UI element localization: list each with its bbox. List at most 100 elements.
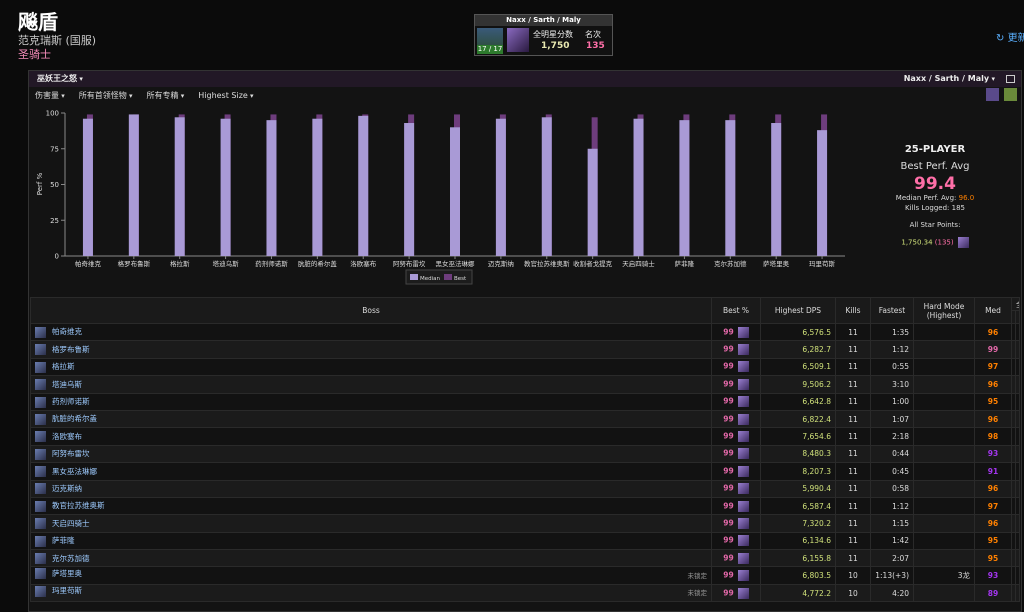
boss-name: 格拉斯 [52, 362, 75, 372]
tool-icon[interactable] [1004, 88, 1017, 101]
best-percent: 99 [723, 535, 734, 545]
boss-icon [35, 518, 46, 530]
popout-icon[interactable] [1006, 75, 1015, 83]
highest-dps: 6,822.4 [760, 409, 836, 429]
fastest: 0:44 [870, 444, 914, 464]
best-cell: 99 [711, 462, 761, 481]
median: 97 [974, 357, 1012, 377]
best-cell: 99 [711, 409, 761, 429]
x-tick-label: 收割者戈提克 [573, 259, 613, 268]
median: 96 [974, 375, 1012, 394]
spec-icon [737, 344, 749, 356]
boss-cell: 洛欧塞布 [30, 427, 712, 446]
highest-dps: 5,990.4 [760, 479, 836, 498]
best-cell: 99 [711, 322, 761, 342]
best-cell: 99 [711, 444, 761, 464]
x-tick-label: 天启四骑士 [622, 259, 655, 268]
best-percent: 99 [723, 518, 734, 528]
spec-icon [737, 500, 749, 512]
kills: 11 [835, 549, 871, 568]
hard-mode [913, 409, 975, 429]
spec-icon [737, 326, 749, 338]
all-star-rank: 2283 [1015, 375, 1020, 394]
rank: 135 [586, 41, 605, 51]
filter-select[interactable]: Highest Size [198, 91, 253, 100]
boss-icon [35, 466, 46, 478]
spec-icon [737, 552, 749, 564]
boss-icon [35, 431, 46, 443]
expansion-select[interactable]: 巫妖王之怒 [37, 74, 83, 83]
highest-dps: 6,282.7 [760, 340, 836, 359]
all-star-rank: 8145 [1015, 583, 1020, 603]
fastest: 2:07 [870, 549, 914, 568]
column-group-header: 全明星分数 [1011, 297, 1020, 311]
boss-icon [35, 585, 46, 597]
boss-cell: 肮脏的希尔盖 [30, 409, 712, 429]
kills-label: Kills Logged: [905, 204, 950, 212]
boss-cell: 格罗布鲁斯 [30, 340, 712, 359]
spec-icon [737, 483, 749, 495]
boss-cell: 玛里苟斯 未锁定 [30, 583, 712, 603]
points-label: All Star Points: [909, 221, 961, 229]
x-tick-label: 萨塔里奥 [763, 259, 790, 268]
tool-icon[interactable] [986, 88, 999, 101]
kills: 10 [835, 583, 871, 603]
boss-table: Boss Best % Highest DPS Kills Fastest Hard Mo… [30, 297, 1020, 603]
fastest: 1:42 [870, 531, 914, 551]
character-name: 飚盾 [18, 10, 58, 34]
zone-select[interactable]: Naxx / Sarth / Maly [904, 71, 995, 87]
legend-label: Best [454, 276, 467, 282]
y-axis-label: Perf % [36, 172, 44, 195]
boss-name: 天启四骑士 [52, 518, 90, 528]
x-tick-label: 玛里苟斯 [809, 259, 836, 268]
boss-cell: 帕奇维克 [30, 322, 712, 342]
hard-mode [913, 549, 975, 568]
kills: 11 [835, 479, 871, 498]
median: 93 [974, 566, 1012, 585]
best-label: Best Perf. Avg [900, 161, 970, 172]
all-star-rank: 492 [1015, 322, 1020, 342]
column-header: Hard Mode (Highest) [913, 297, 975, 324]
spec-icon [737, 587, 749, 599]
bar [450, 127, 460, 256]
boss-name: 教官拉苏维奥斯 [52, 501, 105, 511]
boss-name: 阿努布雷坎 [52, 449, 90, 459]
boss-cell: 萨塔里奥 未锁定 [30, 566, 712, 585]
bar [633, 118, 644, 256]
boss-icon [507, 28, 529, 52]
all-star-rank: 1115 [1015, 549, 1020, 568]
spec-icon [737, 396, 749, 408]
filters: 伤害量 所有首领怪物 所有专精 Highest Size [29, 89, 262, 103]
median: 95 [974, 392, 1012, 411]
highest-dps: 6,155.8 [760, 549, 836, 568]
boss-cell: 格拉斯 [30, 357, 712, 377]
spec-icon [957, 237, 969, 248]
refresh-button[interactable]: 更新 [996, 29, 1024, 44]
fastest: 2:18 [870, 427, 914, 446]
bar [541, 117, 552, 256]
filter-select[interactable]: 所有专精 [147, 91, 185, 100]
filter-select[interactable]: 伤害量 [35, 91, 65, 100]
boss-icon [35, 500, 46, 512]
median: 99 [974, 340, 1012, 359]
boss-icon [35, 553, 46, 565]
kills: 11 [835, 462, 871, 481]
summary-box: Naxx / Sarth / Maly 17 / 17 全明星分数 1,750 … [474, 14, 613, 56]
filter-select[interactable]: 所有首领怪物 [79, 91, 133, 100]
